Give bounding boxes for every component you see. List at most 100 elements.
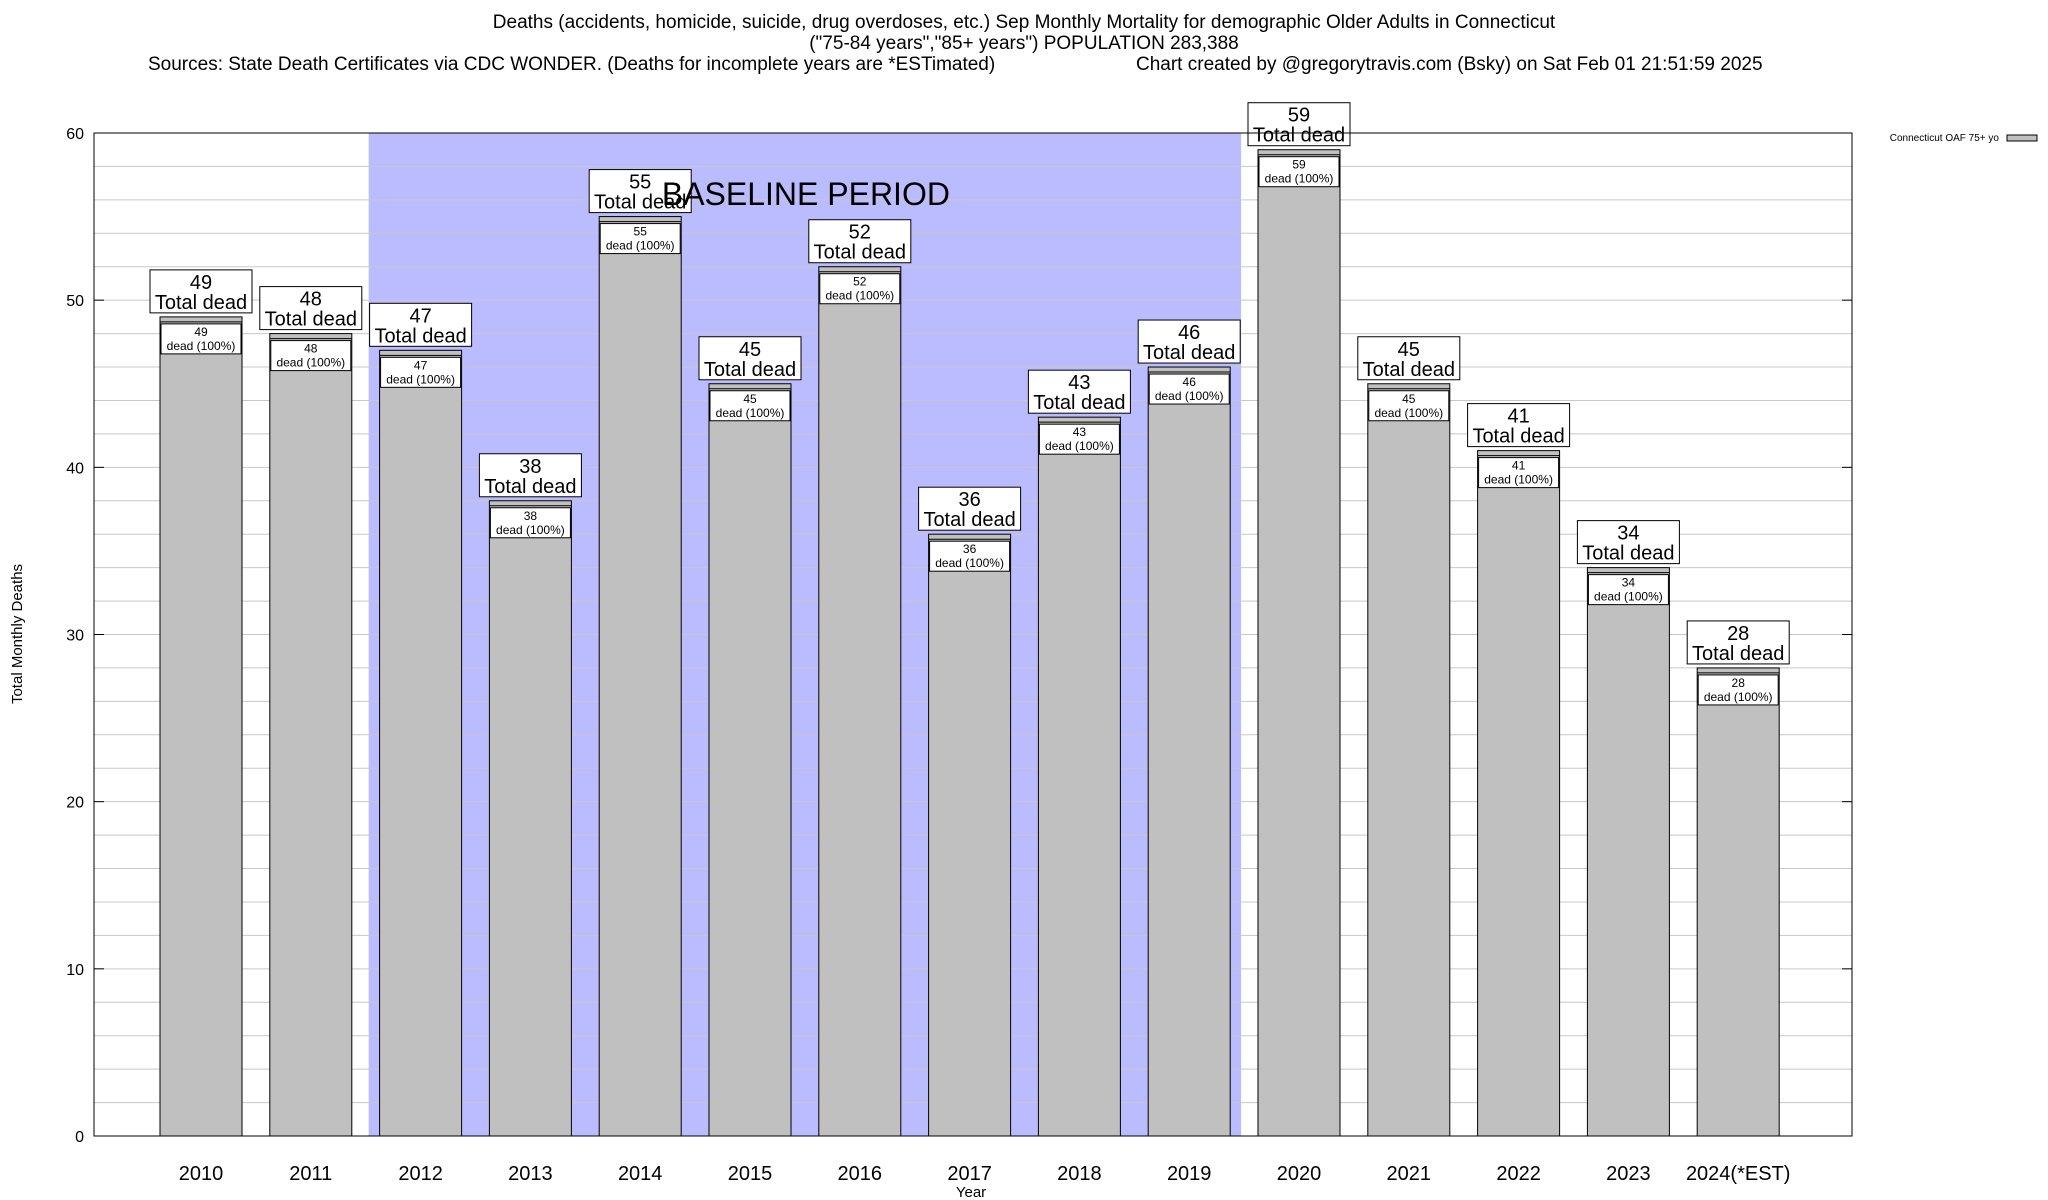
total-label-box: [1576, 520, 1680, 565]
segment-value-label: 43: [1073, 425, 1087, 439]
x-tick-label: 2021: [1387, 1163, 1432, 1185]
total-label-box: [149, 269, 253, 314]
sources-note: Sources: State Death Certificates via CD…: [148, 54, 996, 75]
x-tick-label: 2019: [1167, 1163, 1212, 1185]
segment-percent-label: dead (100%): [1155, 389, 1224, 403]
segment-percent-label: dead (100%): [606, 239, 675, 253]
segment-label-box: [1148, 373, 1230, 405]
title-line-1: Deaths (accidents, homicide, suicide, dr…: [492, 12, 1556, 33]
bar: [488, 500, 572, 1137]
segment-value-label: 48: [304, 342, 318, 356]
total-value-label: 41: [1507, 406, 1529, 428]
bar: [1257, 149, 1341, 1137]
x-tick-label: 2011: [289, 1163, 332, 1185]
total-text-label: Total dead: [1033, 392, 1125, 414]
x-tick-label: 2017: [947, 1163, 992, 1185]
total-value-label: 45: [739, 339, 761, 361]
baseline-period-label: BASELINE PERIOD: [662, 176, 950, 212]
y-tick-label: 0: [75, 1129, 84, 1146]
total-text-label: Total dead: [1253, 125, 1345, 147]
total-label-box: [1467, 403, 1571, 448]
segment-label-box: [1587, 574, 1669, 606]
segment-percent-label: dead (100%): [1265, 172, 1334, 186]
x-tick-label: 2022: [1496, 1163, 1541, 1185]
x-tick-label: 2024(*EST): [1686, 1163, 1791, 1185]
segment-value-label: 45: [1402, 392, 1416, 406]
total-label-box: [1247, 102, 1351, 147]
total-label-box: [478, 453, 582, 498]
total-label-box: [1686, 620, 1790, 665]
total-label-box: [1137, 319, 1241, 364]
segment-label-box: [1258, 156, 1340, 188]
total-label-box: [1357, 336, 1461, 381]
bar: [1147, 366, 1231, 1137]
total-value-label: 59: [1288, 105, 1310, 127]
segment-percent-label: dead (100%): [276, 356, 345, 370]
total-value-label: 55: [629, 172, 651, 194]
segment-percent-label: dead (100%): [1484, 473, 1553, 487]
total-text-label: Total dead: [814, 242, 906, 264]
total-value-label: 43: [1068, 372, 1090, 394]
total-value-label: 28: [1727, 623, 1749, 645]
bar: [928, 533, 1012, 1137]
total-value-label: 49: [190, 272, 212, 294]
chart-title: Deaths (accidents, homicide, suicide, dr…: [0, 12, 2048, 54]
x-tick-label: 2014: [618, 1163, 663, 1185]
total-text-label: Total dead: [704, 359, 796, 381]
segment-label-box: [599, 223, 681, 255]
segment-percent-label: dead (100%): [1045, 439, 1114, 453]
segment-value-label: 28: [1732, 676, 1746, 690]
segment-percent-label: dead (100%): [496, 523, 565, 537]
segment-value-label: 45: [743, 392, 757, 406]
total-label-box: [1027, 369, 1131, 414]
total-text-label: Total dead: [265, 309, 357, 331]
legend-label: Connecticut OAF 75+ yo: [1890, 133, 2000, 144]
total-text-label: Total dead: [484, 476, 576, 498]
segment-percent-label: dead (100%): [1374, 406, 1443, 420]
segment-label-box: [1038, 423, 1120, 455]
x-axis-label: Year: [956, 1184, 986, 1200]
y-tick-label: 10: [66, 962, 84, 979]
total-text-label: Total dead: [1582, 543, 1674, 565]
x-tick-label: 2015: [728, 1163, 773, 1185]
segment-label-box: [1478, 457, 1560, 489]
bar: [1586, 567, 1670, 1137]
segment-label-box: [489, 507, 571, 539]
chart-credit: Chart created by @gregorytravis.com (Bsk…: [1136, 54, 1763, 75]
total-text-label: Total dead: [1692, 643, 1784, 665]
segment-label-box: [270, 340, 352, 372]
segment-percent-label: dead (100%): [935, 556, 1004, 570]
bar: [159, 316, 243, 1137]
segment-label-box: [929, 540, 1011, 572]
y-axis-label: Total Monthly Deaths: [9, 564, 26, 704]
total-text-label: Total dead: [923, 509, 1015, 531]
segment-label-box: [1368, 390, 1450, 422]
y-tick-label: 50: [66, 293, 84, 310]
bar: [708, 383, 792, 1137]
segment-value-label: 49: [194, 325, 208, 339]
segment-value-label: 34: [1622, 576, 1636, 590]
segment-label-box: [709, 390, 791, 422]
total-value-label: 47: [409, 305, 431, 327]
y-tick-label: 30: [66, 628, 84, 645]
total-value-label: 38: [519, 456, 541, 478]
bar: [1477, 450, 1561, 1137]
segment-value-label: 36: [963, 542, 977, 556]
total-value-label: 34: [1617, 523, 1639, 545]
y-tick-label: 40: [66, 460, 84, 477]
y-tick-label: 20: [66, 795, 84, 812]
segment-label-box: [819, 273, 901, 305]
bar: [1696, 667, 1780, 1137]
total-value-label: 52: [849, 222, 871, 244]
bar: [1037, 416, 1121, 1137]
x-tick-label: 2016: [838, 1163, 883, 1185]
total-text-label: Total dead: [594, 192, 686, 214]
total-text-label: Total dead: [1363, 359, 1455, 381]
total-label-box: [588, 169, 692, 214]
legend-swatch: [2006, 134, 2038, 142]
total-value-label: 46: [1178, 322, 1200, 344]
segment-percent-label: dead (100%): [386, 372, 455, 386]
total-label-box: [698, 336, 802, 381]
bar: [379, 349, 463, 1137]
